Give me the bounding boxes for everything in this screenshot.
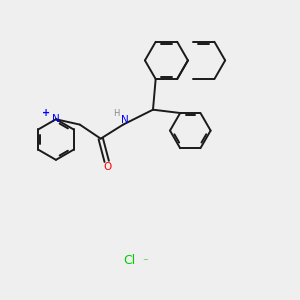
Text: H: H [113, 109, 120, 118]
Text: N: N [121, 115, 128, 125]
Text: N: N [52, 114, 60, 124]
Text: Cl: Cl [123, 254, 135, 267]
Text: O: O [104, 162, 112, 172]
Text: +: + [42, 108, 50, 118]
Text: ⁻: ⁻ [142, 257, 148, 267]
